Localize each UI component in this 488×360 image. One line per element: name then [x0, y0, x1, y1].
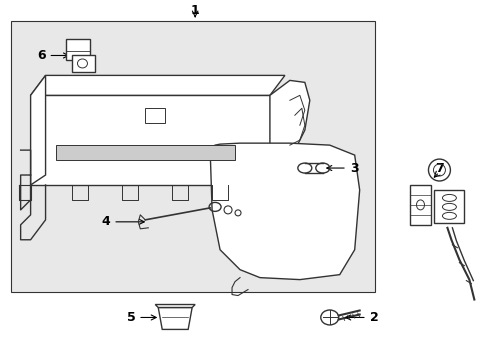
Polygon shape [433, 190, 464, 223]
Text: 2: 2 [345, 311, 378, 324]
Polygon shape [65, 39, 90, 60]
Polygon shape [269, 80, 309, 160]
Text: 6: 6 [37, 49, 68, 62]
Bar [56, 145, 235, 160]
Text: 7: 7 [434, 162, 443, 175]
Text: 1: 1 [190, 4, 199, 17]
Polygon shape [11, 21, 374, 292]
Polygon shape [210, 143, 359, 280]
Polygon shape [31, 95, 269, 185]
Polygon shape [31, 75, 285, 95]
Text: 5: 5 [126, 311, 156, 324]
Text: 4: 4 [102, 215, 144, 228]
Polygon shape [408, 185, 430, 225]
Polygon shape [155, 305, 195, 307]
Polygon shape [31, 75, 45, 185]
Bar [145, 108, 165, 123]
Text: 3: 3 [326, 162, 358, 175]
Polygon shape [158, 307, 192, 329]
Polygon shape [72, 55, 95, 72]
